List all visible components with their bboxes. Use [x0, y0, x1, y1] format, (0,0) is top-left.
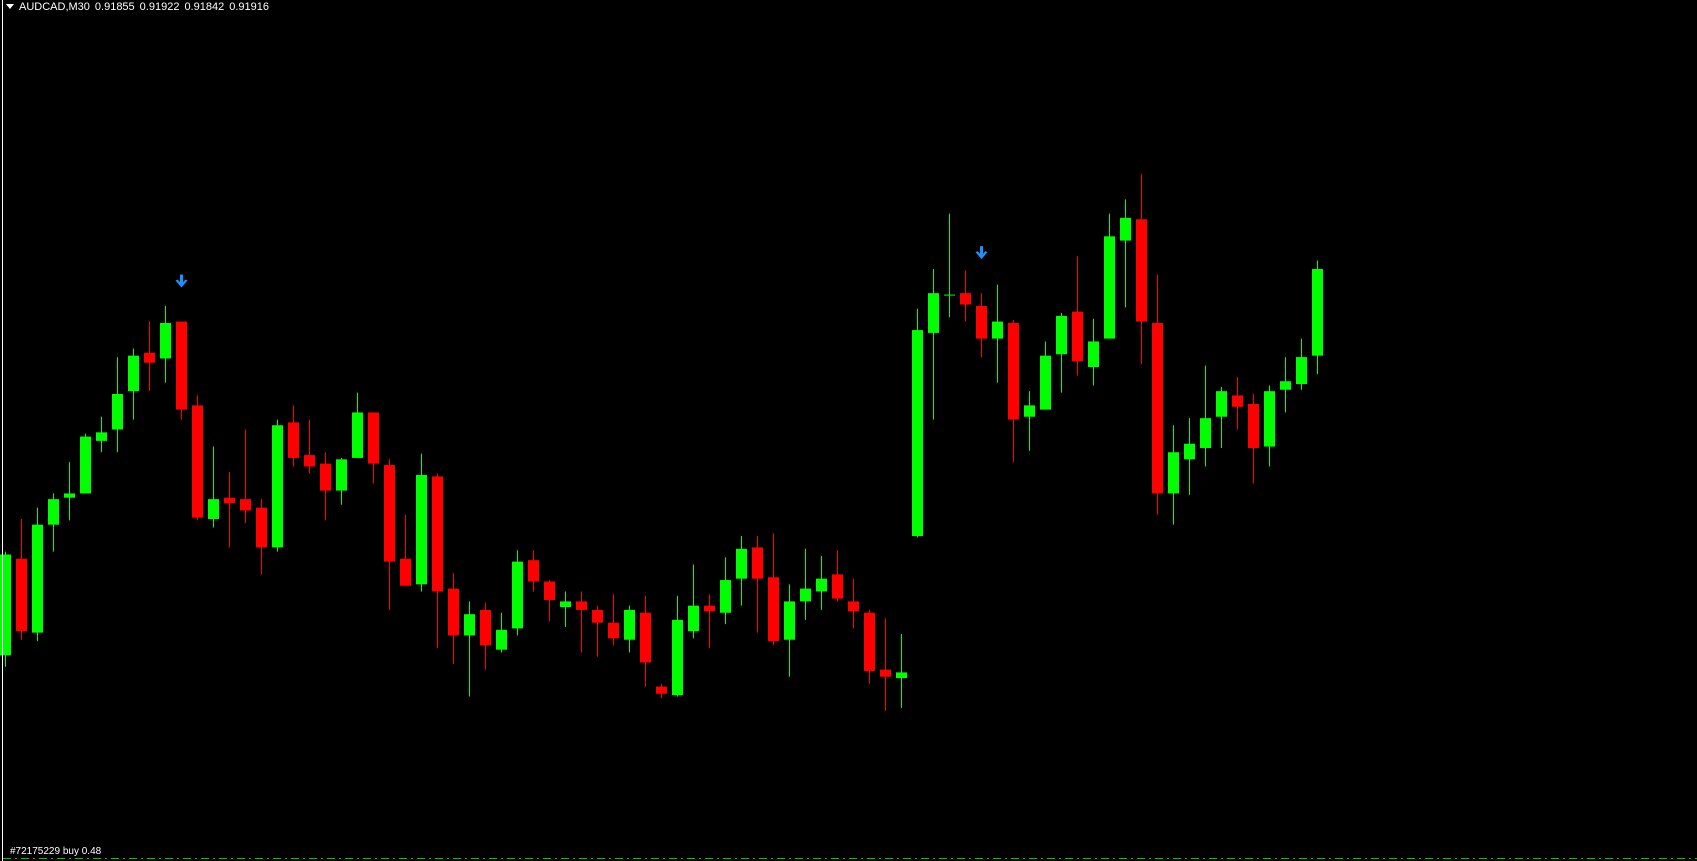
candle-bear	[224, 497, 235, 504]
candle-bull	[1200, 418, 1211, 448]
candle-bull	[208, 499, 219, 519]
candle-bear	[320, 463, 331, 491]
candle-bear	[240, 499, 251, 511]
candle-bear	[256, 507, 267, 548]
candle-bear	[1072, 311, 1083, 362]
candle-bull	[896, 672, 907, 679]
candle-bull	[512, 561, 523, 629]
candle-bull	[64, 493, 75, 498]
candle-bull	[1168, 452, 1179, 494]
candle-bear	[752, 547, 763, 579]
candle-bear	[608, 622, 619, 639]
order-label: #72175229 buy 0.48	[10, 846, 102, 857]
symbol-timeframe: AUDCAD,M30	[19, 1, 90, 13]
candle-bear	[976, 305, 987, 339]
candle-bear	[592, 609, 603, 623]
candle-bear	[864, 612, 875, 671]
candle-bull	[928, 293, 939, 333]
candle-bull	[416, 474, 427, 585]
candle-bull	[1216, 391, 1227, 417]
candle-bear	[960, 293, 971, 305]
collapse-triangle-icon[interactable]	[6, 4, 14, 9]
candle-bear	[176, 321, 187, 410]
candle-bull	[912, 330, 923, 537]
candle-bull	[1088, 341, 1099, 368]
candle-bull	[1312, 269, 1323, 356]
candle-bull	[1104, 236, 1115, 339]
close-price: 0.91916	[229, 1, 269, 13]
candle-bear	[288, 422, 299, 458]
candle-bear	[192, 405, 203, 518]
candle-bear	[768, 577, 779, 642]
chart-left-border	[2, 0, 3, 861]
candle-bull	[112, 394, 123, 430]
candle-bear	[704, 605, 715, 612]
candle-bull	[1296, 357, 1307, 385]
candle-bull	[496, 629, 507, 650]
candle-bear	[848, 601, 859, 612]
candle-bear	[1152, 322, 1163, 494]
candle-bear	[640, 612, 651, 663]
candle-bull	[560, 601, 571, 608]
candle-bear	[432, 476, 443, 592]
chart-header: AUDCAD,M30 0.91855 0.91922 0.91842 0.91916	[6, 1, 274, 13]
candle-bull	[720, 580, 731, 613]
candle-bear	[576, 601, 587, 610]
sell-signal-arrow-icon	[175, 274, 188, 288]
candle-bear	[144, 352, 155, 363]
candle-bull	[336, 459, 347, 491]
candle-bear	[448, 588, 459, 636]
candle-bull	[992, 321, 1003, 339]
candle-bear	[1008, 322, 1019, 420]
high-price: 0.91922	[139, 1, 180, 13]
candle-bull	[1264, 391, 1275, 447]
candle-bear	[880, 669, 891, 677]
candle-bear	[832, 574, 843, 599]
candle-bull	[784, 601, 795, 640]
candle-bull	[272, 425, 283, 548]
candle-bull	[1040, 355, 1051, 410]
candle-bear	[384, 465, 395, 562]
candle-bear	[400, 558, 411, 586]
candle-bear	[528, 560, 539, 582]
candle-bull	[0, 554, 11, 656]
candle-bull	[800, 588, 811, 602]
candle-bull	[96, 432, 107, 441]
candle-bull	[32, 524, 43, 633]
candle-bull	[48, 499, 59, 525]
low-price: 0.91842	[184, 1, 225, 13]
open-price: 0.91855	[94, 1, 135, 13]
candle-bull	[672, 619, 683, 696]
candle-bull	[464, 614, 475, 636]
candle-bull	[1280, 381, 1291, 390]
candle-bear	[304, 455, 315, 467]
candle-bull	[688, 605, 699, 632]
candle-bear	[1232, 395, 1243, 407]
candle-bear	[1248, 403, 1259, 448]
candle-bull	[1184, 443, 1195, 460]
candle-bull	[1024, 405, 1035, 417]
candle-bull	[80, 436, 91, 494]
candle-bull	[736, 548, 747, 579]
candle-bear	[480, 609, 491, 646]
candle-bull	[624, 609, 635, 640]
candle-bull	[352, 412, 363, 458]
candle-bear	[656, 686, 667, 694]
candle-bull	[128, 355, 139, 392]
candle-bull	[816, 578, 827, 592]
candle-bull	[1120, 217, 1131, 241]
candle-bear	[368, 412, 379, 464]
candle-bear	[1136, 219, 1147, 322]
candle-bull	[160, 322, 171, 359]
candle-bull	[1056, 315, 1067, 355]
candle-bear	[16, 558, 27, 632]
candle-bear	[544, 581, 555, 600]
sell-signal-arrow-icon	[975, 246, 988, 260]
